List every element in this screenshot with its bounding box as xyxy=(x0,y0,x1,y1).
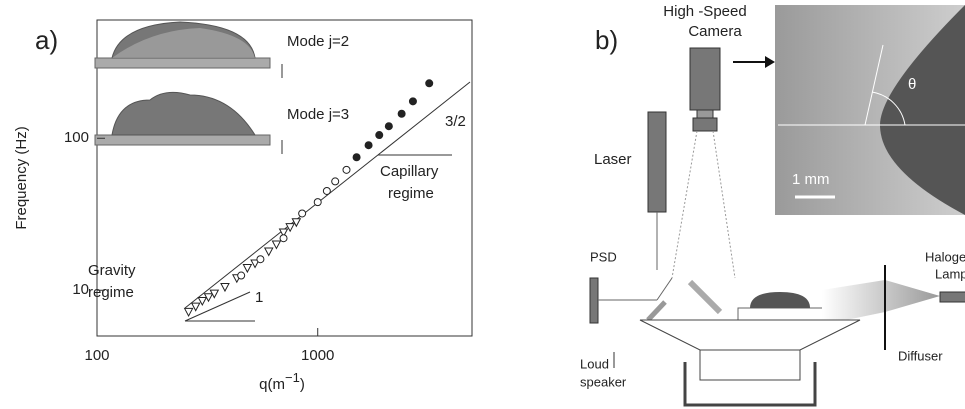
data-point xyxy=(342,165,351,174)
data-point xyxy=(291,218,302,228)
annotation: regime xyxy=(88,284,134,301)
y-axis-label: Frequency (Hz) xyxy=(13,126,30,229)
data-point xyxy=(250,259,260,269)
data-point xyxy=(183,307,194,317)
x-label: q(m xyxy=(259,376,285,393)
data-point xyxy=(322,186,331,195)
label: Camera xyxy=(688,23,742,40)
data-point xyxy=(384,122,393,131)
panel-label: a) xyxy=(35,25,58,55)
plot-frame xyxy=(96,19,473,337)
x-axis-label: q(m−1) xyxy=(259,370,305,393)
data-point xyxy=(364,141,373,150)
y-tick-label: 10 xyxy=(72,281,89,298)
x-tick-label: 100 xyxy=(84,347,109,364)
data-point xyxy=(331,177,340,186)
setup-diagram xyxy=(589,5,965,407)
data-point xyxy=(271,240,282,250)
data-point xyxy=(220,283,230,293)
label: Loud xyxy=(580,356,609,371)
annotation: regime xyxy=(388,185,434,202)
data-point xyxy=(397,109,406,118)
x-tick-label: 1000 xyxy=(301,347,334,364)
label: PSD xyxy=(590,249,617,264)
data-point xyxy=(263,247,274,257)
label: Halogen xyxy=(925,249,965,264)
data-point xyxy=(298,209,307,218)
data-point xyxy=(209,289,220,299)
label: Diffuser xyxy=(898,348,943,363)
annotation: Gravity xyxy=(88,262,136,279)
label: High -Speed xyxy=(663,3,746,20)
label: 1 mm xyxy=(792,171,830,188)
data-point xyxy=(197,296,208,307)
y-tick-label: 100 xyxy=(64,129,89,146)
data-point xyxy=(352,153,361,162)
data-point xyxy=(256,255,265,264)
data-point xyxy=(285,223,295,233)
data-point xyxy=(190,302,201,312)
annotation: Mode j=3 xyxy=(287,106,349,123)
label: Lamp xyxy=(935,266,965,281)
data-point xyxy=(425,79,434,88)
data-point xyxy=(278,228,289,238)
label: speaker xyxy=(580,374,627,389)
data-point xyxy=(237,271,246,280)
annotation: 3/2 xyxy=(445,113,466,130)
data-point xyxy=(313,198,322,207)
x-label-sup: −1 xyxy=(285,370,300,385)
annotation: 1 xyxy=(255,289,263,306)
data-point xyxy=(279,234,288,243)
data-point xyxy=(242,264,253,274)
panel-label: b) xyxy=(595,25,618,55)
drop-insets xyxy=(94,21,471,322)
label: Laser xyxy=(594,151,632,168)
label: θ xyxy=(908,76,916,93)
x-label-end: ) xyxy=(300,376,305,393)
annotation: Mode j=2 xyxy=(287,33,349,50)
data-point xyxy=(375,131,384,140)
data-point xyxy=(203,293,214,303)
annotation: Capillary xyxy=(380,163,439,180)
data-point xyxy=(408,97,417,106)
